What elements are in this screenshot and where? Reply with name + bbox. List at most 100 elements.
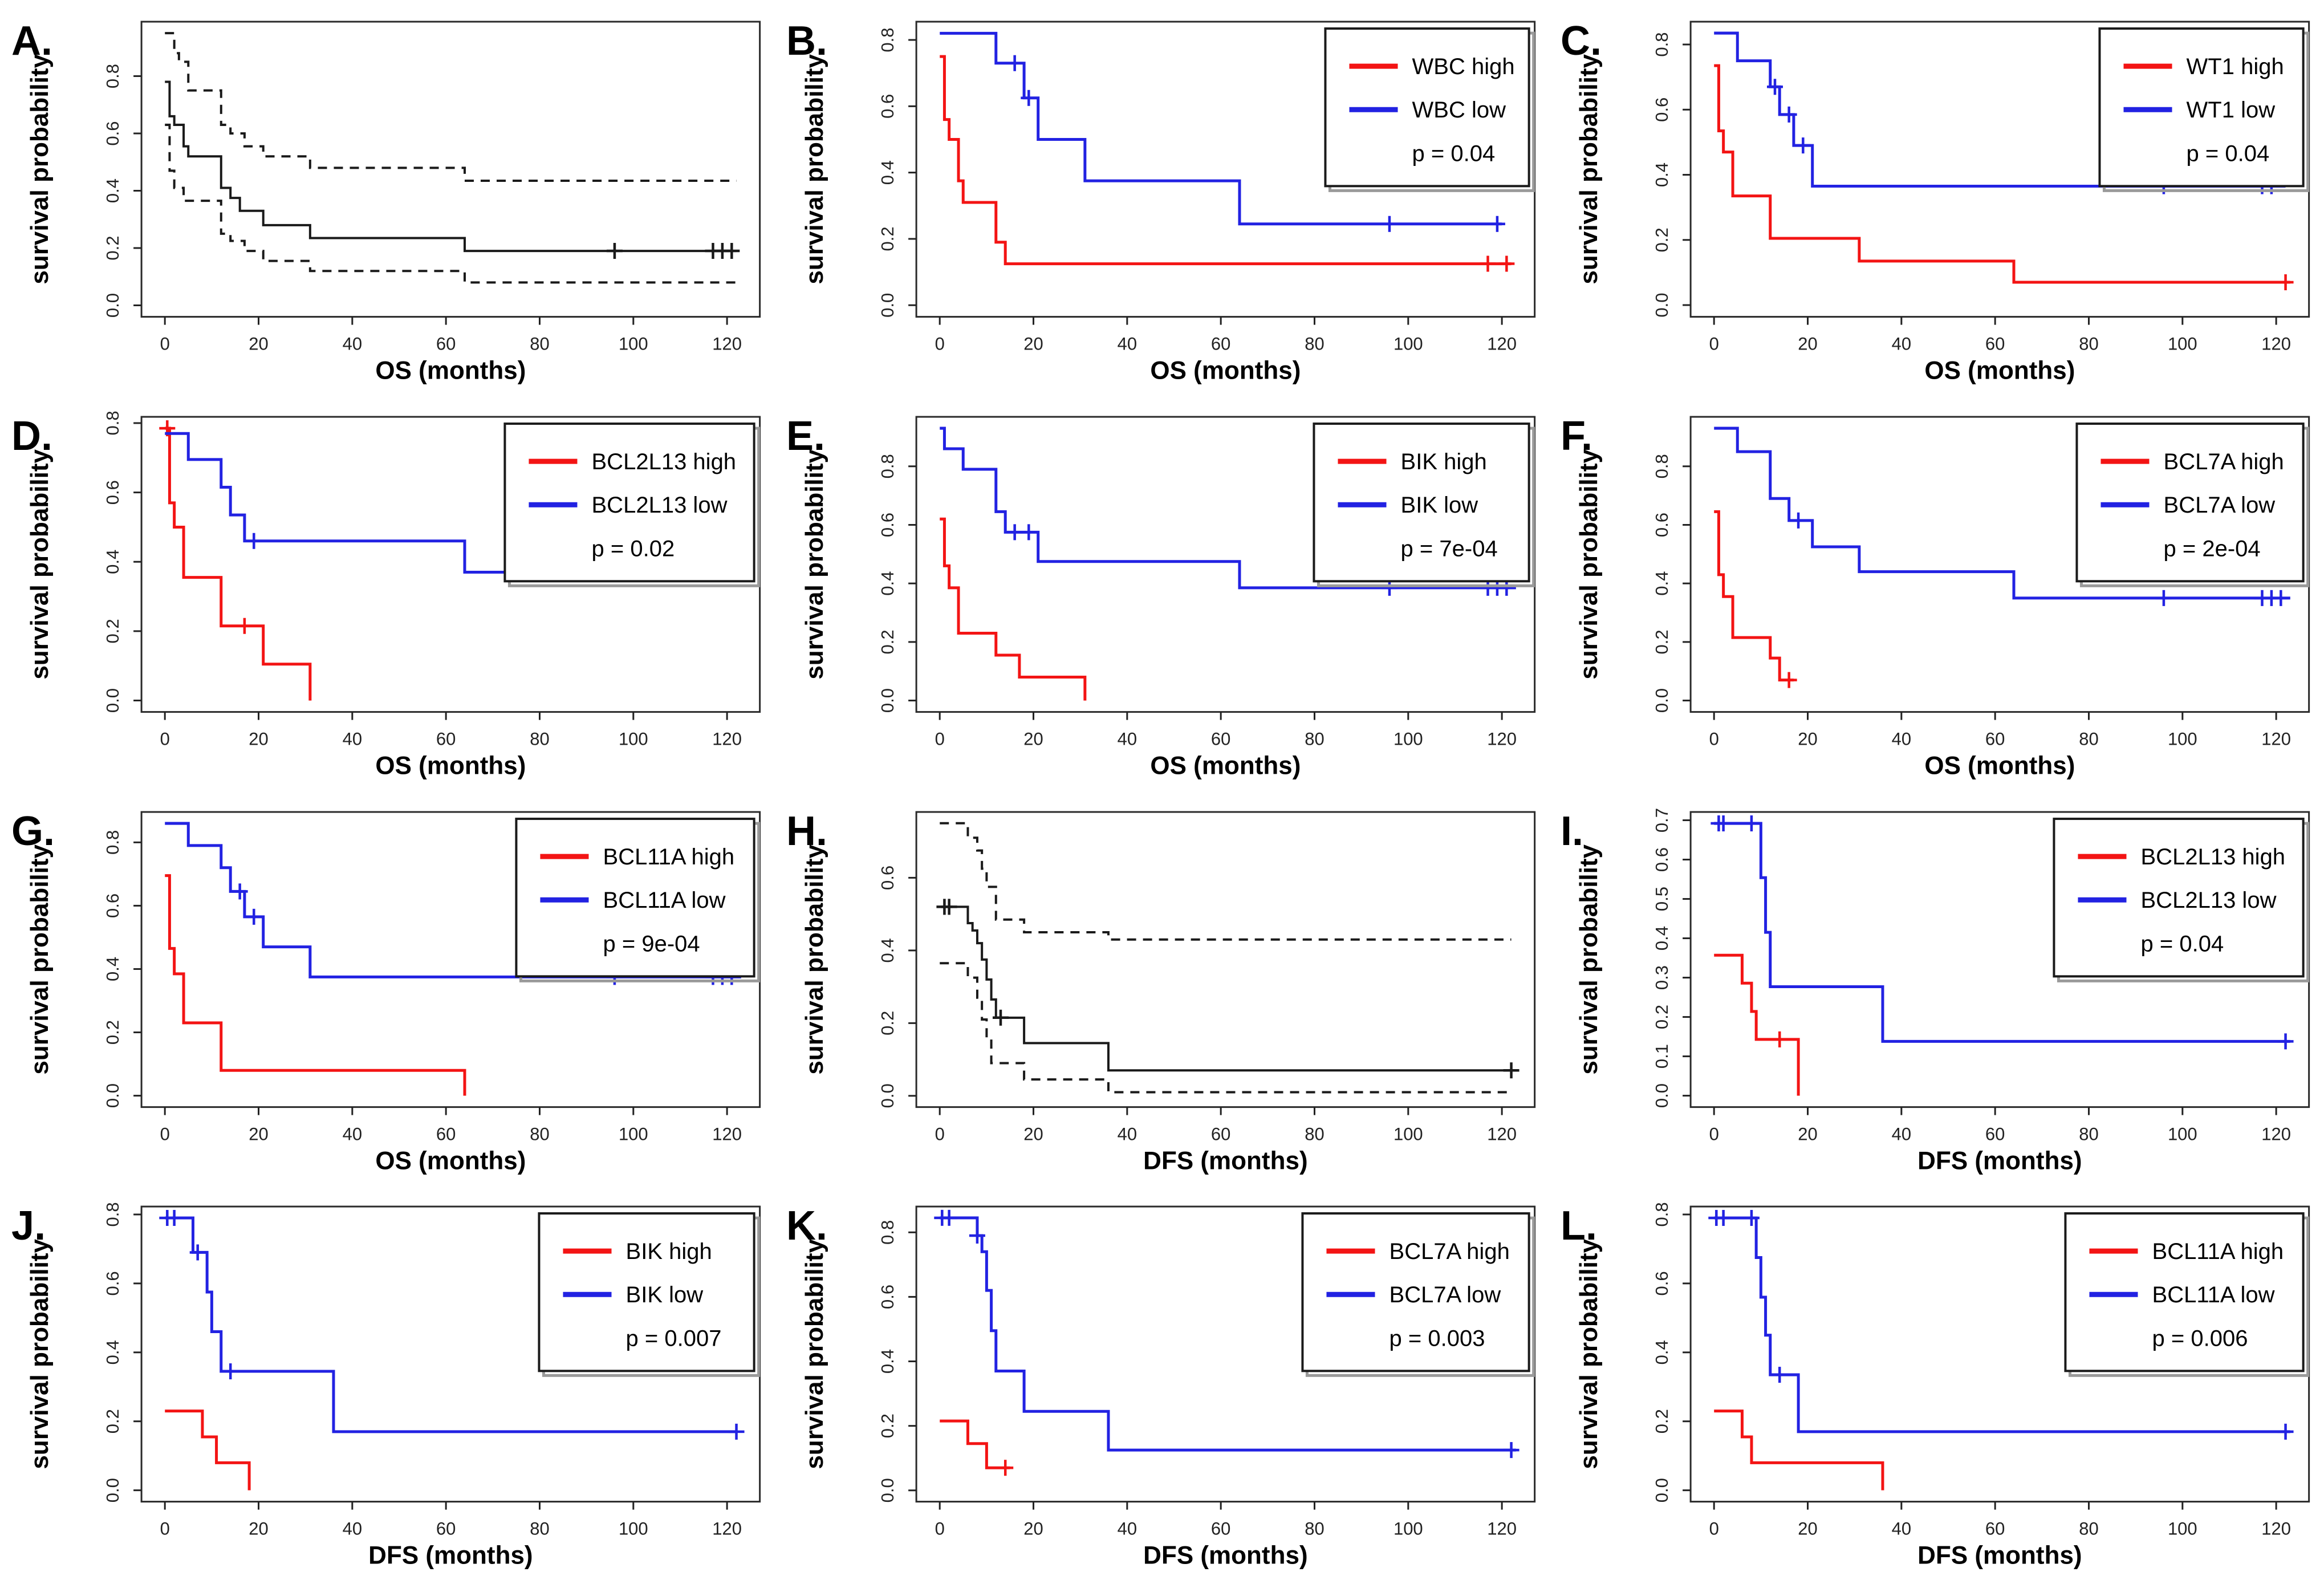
y-tick-label: 0.5 xyxy=(1652,886,1672,911)
panel-background xyxy=(0,0,775,395)
y-tick-label: 0.6 xyxy=(877,94,897,119)
x-tick-label: 60 xyxy=(436,334,456,354)
x-tick-label: 60 xyxy=(1985,1124,2005,1144)
panel-C-chart: 0 20 40 60 80 100 120 0.0 0.2 0.4 0.6 0.8 OS (months… xyxy=(1549,0,2324,395)
x-tick-label: 80 xyxy=(2079,1519,2099,1539)
series-bcl11a-high xyxy=(165,874,466,1096)
panel-letter: D. xyxy=(11,413,52,459)
panel-letter: H. xyxy=(786,809,827,854)
x-axis-label: DFS (months) xyxy=(1143,1542,1307,1570)
x-tick-label: 20 xyxy=(1798,1519,1818,1539)
series-wt1-high xyxy=(1714,64,2291,284)
x-axis-label: OS (months) xyxy=(375,357,526,385)
x-axis-label: OS (months) xyxy=(1925,357,2075,385)
legend-p-value: p = 0.006 xyxy=(2152,1326,2248,1351)
x-tick-label: 0 xyxy=(1709,334,1719,354)
legend-p-value: p = 0.007 xyxy=(626,1326,722,1351)
panel-L-chart: 0 20 40 60 80 100 120 0.0 0.2 0.4 0.6 0.8 DFS (month… xyxy=(1549,1185,2324,1580)
y-tick-label: 0.0 xyxy=(103,1083,123,1108)
x-tick-label: 80 xyxy=(1305,729,1324,749)
x-tick-label: 100 xyxy=(1393,1519,1423,1539)
y-tick-label: 0.8 xyxy=(103,1203,123,1227)
y-tick-label: 0.8 xyxy=(103,411,123,435)
x-tick-label: 40 xyxy=(1892,729,1911,749)
x-axis-label: DFS (months) xyxy=(1917,1542,2082,1570)
y-tick-label: 0.8 xyxy=(877,27,897,52)
series-km-estimate xyxy=(939,905,1512,1071)
x-tick-label: 120 xyxy=(712,1519,742,1539)
x-axis-label: OS (months) xyxy=(375,1147,526,1175)
x-tick-label: 40 xyxy=(1117,1519,1136,1539)
y-tick-label: 0.6 xyxy=(877,513,897,537)
x-tick-label: 100 xyxy=(619,1519,648,1539)
legend-p-value: p = 7e-04 xyxy=(1400,536,1497,561)
x-tick-label: 120 xyxy=(1487,1124,1517,1144)
y-axis-label: survival probability xyxy=(801,54,828,284)
legend-p-value: p = 0.02 xyxy=(592,536,675,561)
x-tick-label: 60 xyxy=(1211,334,1230,354)
x-tick-label: 120 xyxy=(1487,334,1517,354)
y-tick-label: 0.4 xyxy=(103,549,123,574)
x-tick-label: 20 xyxy=(1023,729,1043,749)
y-tick-label: 0.0 xyxy=(1652,1478,1672,1502)
y-tick-label: 0.2 xyxy=(877,629,897,654)
legend-label: WT1 low xyxy=(2187,98,2276,123)
panel-letter: I. xyxy=(1561,809,1583,854)
legend-p-value: p = 9e-04 xyxy=(603,931,700,956)
y-tick-label: 0.2 xyxy=(877,1414,897,1438)
legend-label: BCL7A high xyxy=(2164,449,2284,474)
x-tick-label: 20 xyxy=(1798,334,1818,354)
y-tick-label: 0.4 xyxy=(877,571,897,595)
panel-letter: B. xyxy=(786,18,827,64)
panel-A: 0 20 40 60 80 100 120 0.0 0.2 0.4 0.6 0.8 OS (months… xyxy=(0,0,775,395)
series-wt1-low xyxy=(1714,31,2286,188)
y-axis-label: survival probability xyxy=(1575,844,1603,1074)
series-bik-low xyxy=(165,1216,737,1433)
x-tick-label: 0 xyxy=(1709,1519,1719,1539)
x-tick-label: 100 xyxy=(2168,729,2197,749)
series-lower-95-ci xyxy=(939,961,1512,1093)
y-tick-label: 0.2 xyxy=(877,226,897,251)
x-tick-label: 120 xyxy=(2262,1124,2292,1144)
y-tick-label: 0.4 xyxy=(103,956,123,981)
series-bik-high xyxy=(165,1410,251,1490)
panel-K-chart: 0 20 40 60 80 100 120 0.0 0.2 0.4 0.6 0.8 DFS (month… xyxy=(774,1185,1550,1580)
y-tick-label: 0.4 xyxy=(1652,1340,1672,1364)
y-axis-label: survival probability xyxy=(26,844,54,1074)
panel-letter: K. xyxy=(786,1203,827,1249)
panel-letter: J. xyxy=(11,1203,46,1249)
panel-F-chart: 0 20 40 60 80 100 120 0.0 0.2 0.4 0.6 0.8 OS (months… xyxy=(1549,395,2324,790)
x-tick-label: 100 xyxy=(619,334,648,354)
y-tick-label: 0.0 xyxy=(103,293,123,318)
x-tick-label: 80 xyxy=(2079,729,2099,749)
x-tick-label: 120 xyxy=(712,729,742,749)
x-tick-label: 40 xyxy=(343,334,362,354)
x-axis-label: DFS (months) xyxy=(368,1542,533,1570)
y-axis-label: survival probability xyxy=(1575,449,1603,679)
x-tick-label: 20 xyxy=(1798,729,1818,749)
x-tick-label: 100 xyxy=(2168,1519,2197,1539)
panel-E-chart: 0 20 40 60 80 100 120 0.0 0.2 0.4 0.6 0.8 OS (months… xyxy=(774,395,1550,790)
series-km-estimate xyxy=(165,80,737,253)
legend-label: BIK low xyxy=(626,1282,704,1307)
series-wbc-low xyxy=(939,31,1502,226)
x-tick-label: 40 xyxy=(1117,729,1136,749)
legend-label: BCL2L13 high xyxy=(592,449,737,474)
x-tick-label: 40 xyxy=(343,1124,362,1144)
panel-A-chart: 0 20 40 60 80 100 120 0.0 0.2 0.4 0.6 0.8 OS (months… xyxy=(0,0,775,395)
x-tick-label: 80 xyxy=(530,1519,549,1539)
x-tick-label: 60 xyxy=(436,1519,456,1539)
y-tick-label: 0.4 xyxy=(877,160,897,185)
x-axis-label: OS (months) xyxy=(1150,752,1301,779)
panel-D-chart: 0 20 40 60 80 100 120 0.0 0.2 0.4 0.6 0.8 OS (months… xyxy=(0,395,775,790)
x-tick-label: 60 xyxy=(1211,1519,1230,1539)
y-tick-label: 0.0 xyxy=(1652,688,1672,713)
x-tick-label: 0 xyxy=(1709,1124,1719,1144)
series-bcl2l13-low xyxy=(165,432,737,574)
legend-label: BIK high xyxy=(1400,449,1486,474)
x-tick-label: 40 xyxy=(1117,334,1136,354)
y-tick-label: 0.2 xyxy=(103,619,123,643)
panel-E: 0 20 40 60 80 100 120 0.0 0.2 0.4 0.6 0.8 OS (months… xyxy=(774,395,1550,790)
y-tick-label: 0.7 xyxy=(1652,807,1672,832)
